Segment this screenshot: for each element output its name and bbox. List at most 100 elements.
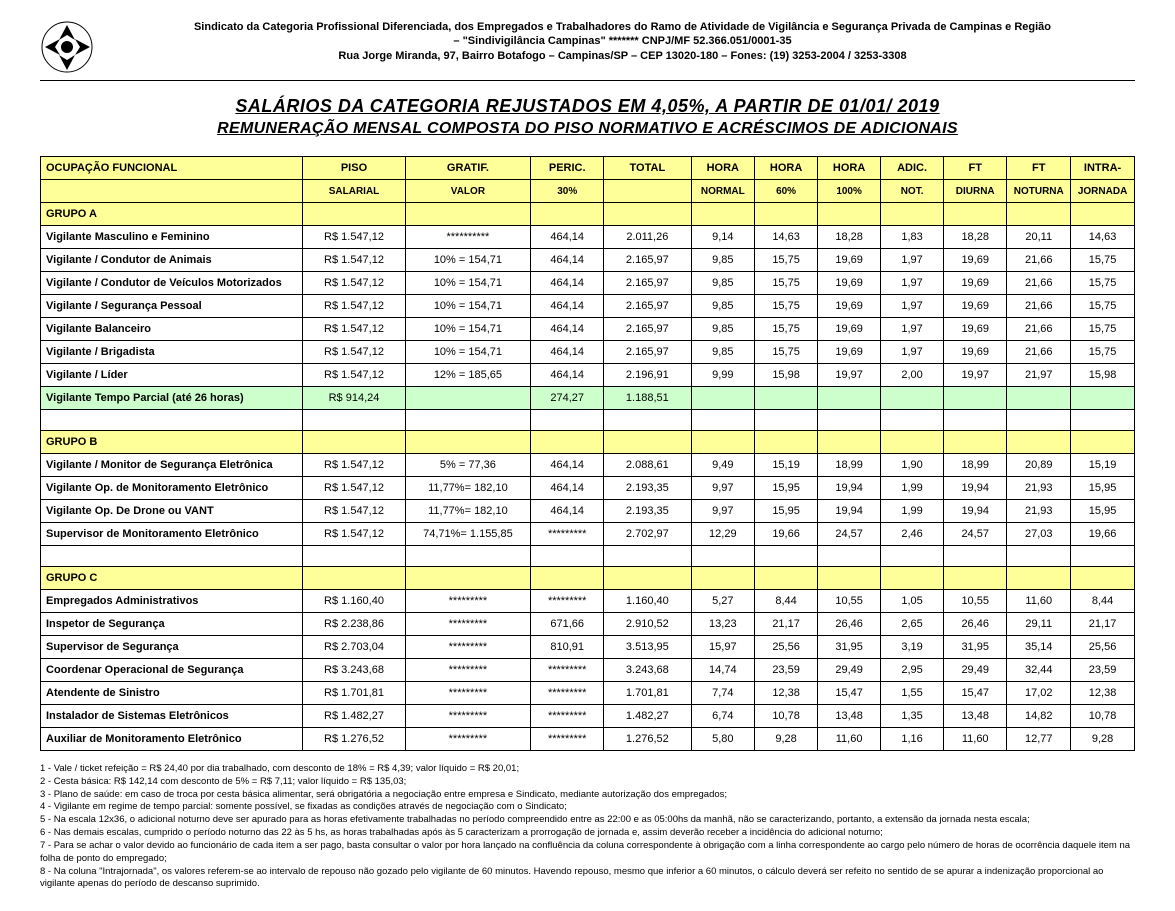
table-cell: 21,66 bbox=[1007, 295, 1071, 318]
table-cell bbox=[755, 387, 818, 410]
table-cell: 1,05 bbox=[881, 590, 944, 613]
table-cell: 19,66 bbox=[755, 523, 818, 546]
table-cell bbox=[405, 567, 531, 590]
table-cell bbox=[881, 567, 944, 590]
table-cell: 15,75 bbox=[1071, 249, 1135, 272]
table-cell: 1.482,27 bbox=[604, 705, 691, 728]
table-cell bbox=[818, 567, 881, 590]
table-row: Atendente de SinistroR$ 1.701,81********… bbox=[41, 682, 1135, 705]
table-cell bbox=[755, 546, 818, 567]
table-cell: 464,14 bbox=[531, 454, 604, 477]
table-cell: 1,55 bbox=[881, 682, 944, 705]
table-cell: 14,63 bbox=[755, 226, 818, 249]
table-cell: Vigilante Op. De Drone ou VANT bbox=[41, 500, 303, 523]
table-header-row-2: SALARIAL VALOR 30% NORMAL 60% 100% NOT. … bbox=[41, 180, 1135, 203]
table-cell: 9,28 bbox=[1071, 728, 1135, 751]
table-cell bbox=[1007, 431, 1071, 454]
table-cell: 464,14 bbox=[531, 500, 604, 523]
table-cell: 19,94 bbox=[944, 477, 1007, 500]
table-cell: 15,75 bbox=[1071, 272, 1135, 295]
table-cell: Vigilante Tempo Parcial (até 26 horas) bbox=[41, 387, 303, 410]
table-cell: 19,69 bbox=[944, 341, 1007, 364]
table-cell: 20,11 bbox=[1007, 226, 1071, 249]
table-cell bbox=[531, 203, 604, 226]
table-cell: 25,56 bbox=[1071, 636, 1135, 659]
table-cell bbox=[405, 546, 531, 567]
table-cell: 1,99 bbox=[881, 500, 944, 523]
table-cell: 27,03 bbox=[1007, 523, 1071, 546]
table-cell: 11,77%= 182,10 bbox=[405, 477, 531, 500]
table-cell: 19,94 bbox=[818, 500, 881, 523]
table-cell: 464,14 bbox=[531, 341, 604, 364]
table-cell bbox=[531, 567, 604, 590]
table-cell: 12% = 185,65 bbox=[405, 364, 531, 387]
col-header: HORA bbox=[755, 157, 818, 180]
table-cell bbox=[531, 410, 604, 431]
table-cell: 2.165,97 bbox=[604, 272, 691, 295]
table-cell: 1,97 bbox=[881, 295, 944, 318]
table-cell: 21,66 bbox=[1007, 318, 1071, 341]
col-subheader: 100% bbox=[818, 180, 881, 203]
table-cell: R$ 1.547,12 bbox=[303, 523, 405, 546]
table-cell: 15,75 bbox=[1071, 341, 1135, 364]
table-cell bbox=[691, 431, 755, 454]
table-cell bbox=[691, 410, 755, 431]
table-cell: 12,38 bbox=[1071, 682, 1135, 705]
table-cell: 2.165,97 bbox=[604, 295, 691, 318]
table-cell: R$ 2.703,04 bbox=[303, 636, 405, 659]
table-cell: 15,75 bbox=[755, 249, 818, 272]
table-header-row-1: OCUPAÇÃO FUNCIONAL PISO GRATIF. PERIC. T… bbox=[41, 157, 1135, 180]
table-row: Instalador de Sistemas EletrônicosR$ 1.4… bbox=[41, 705, 1135, 728]
table-cell: R$ 1.547,12 bbox=[303, 295, 405, 318]
table-cell bbox=[531, 546, 604, 567]
table-cell: 15,95 bbox=[755, 477, 818, 500]
table-cell: 10,78 bbox=[1071, 705, 1135, 728]
table-cell: 10% = 154,71 bbox=[405, 272, 531, 295]
table-cell: 3.513,95 bbox=[604, 636, 691, 659]
table-row: Vigilante Op. De Drone ou VANTR$ 1.547,1… bbox=[41, 500, 1135, 523]
table-cell: ********* bbox=[405, 636, 531, 659]
footnote-line: 1 - Vale / ticket refeição = R$ 24,40 po… bbox=[40, 763, 1135, 776]
table-cell: 29,49 bbox=[944, 659, 1007, 682]
table-cell: 9,28 bbox=[755, 728, 818, 751]
table-cell: 24,57 bbox=[944, 523, 1007, 546]
table-cell: ********* bbox=[531, 728, 604, 751]
table-row: Vigilante / Condutor de Veículos Motoriz… bbox=[41, 272, 1135, 295]
table-cell bbox=[41, 410, 303, 431]
table-cell: 5,80 bbox=[691, 728, 755, 751]
table-cell bbox=[944, 431, 1007, 454]
table-cell: Supervisor de Segurança bbox=[41, 636, 303, 659]
table-cell: 464,14 bbox=[531, 295, 604, 318]
table-cell: 18,28 bbox=[944, 226, 1007, 249]
table-cell: 10% = 154,71 bbox=[405, 318, 531, 341]
spacer-row bbox=[41, 410, 1135, 431]
table-cell: R$ 1.547,12 bbox=[303, 272, 405, 295]
table-cell: R$ 1.547,12 bbox=[303, 364, 405, 387]
table-cell: Auxiliar de Monitoramento Eletrônico bbox=[41, 728, 303, 751]
group-label: GRUPO C bbox=[41, 567, 303, 590]
table-cell: 10,78 bbox=[755, 705, 818, 728]
table-cell: 1,97 bbox=[881, 272, 944, 295]
table-cell bbox=[303, 410, 405, 431]
table-cell: R$ 3.243,68 bbox=[303, 659, 405, 682]
table-cell bbox=[691, 546, 755, 567]
table-cell: 1.276,52 bbox=[604, 728, 691, 751]
table-cell bbox=[881, 203, 944, 226]
table-cell: 464,14 bbox=[531, 318, 604, 341]
table-cell: 3,19 bbox=[881, 636, 944, 659]
table-cell: 2.011,26 bbox=[604, 226, 691, 249]
table-cell: Vigilante / Monitor de Segurança Eletrôn… bbox=[41, 454, 303, 477]
table-cell: ********* bbox=[405, 705, 531, 728]
col-subheader: VALOR bbox=[405, 180, 531, 203]
table-row: Empregados AdministrativosR$ 1.160,40***… bbox=[41, 590, 1135, 613]
table-cell: 1,16 bbox=[881, 728, 944, 751]
col-header: INTRA- bbox=[1071, 157, 1135, 180]
table-cell bbox=[944, 387, 1007, 410]
table-cell: 13,48 bbox=[944, 705, 1007, 728]
table-cell: 464,14 bbox=[531, 249, 604, 272]
table-cell: 15,47 bbox=[818, 682, 881, 705]
table-cell bbox=[1007, 567, 1071, 590]
table-cell: R$ 1.547,12 bbox=[303, 249, 405, 272]
table-cell bbox=[405, 410, 531, 431]
table-cell bbox=[691, 387, 755, 410]
